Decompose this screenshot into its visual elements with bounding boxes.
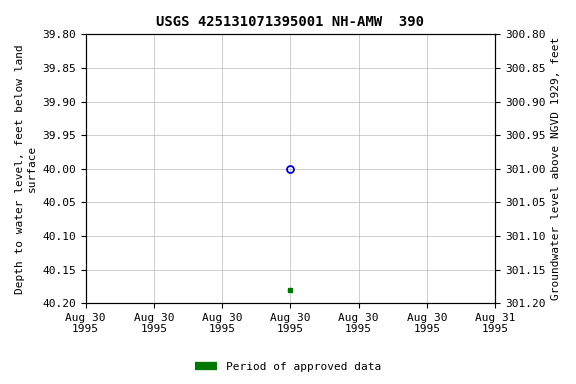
Legend: Period of approved data: Period of approved data <box>191 358 385 377</box>
Y-axis label: Groundwater level above NGVD 1929, feet: Groundwater level above NGVD 1929, feet <box>551 37 561 300</box>
Title: USGS 425131071395001 NH-AMW  390: USGS 425131071395001 NH-AMW 390 <box>157 15 425 29</box>
Y-axis label: Depth to water level, feet below land
surface: Depth to water level, feet below land su… <box>15 44 37 294</box>
